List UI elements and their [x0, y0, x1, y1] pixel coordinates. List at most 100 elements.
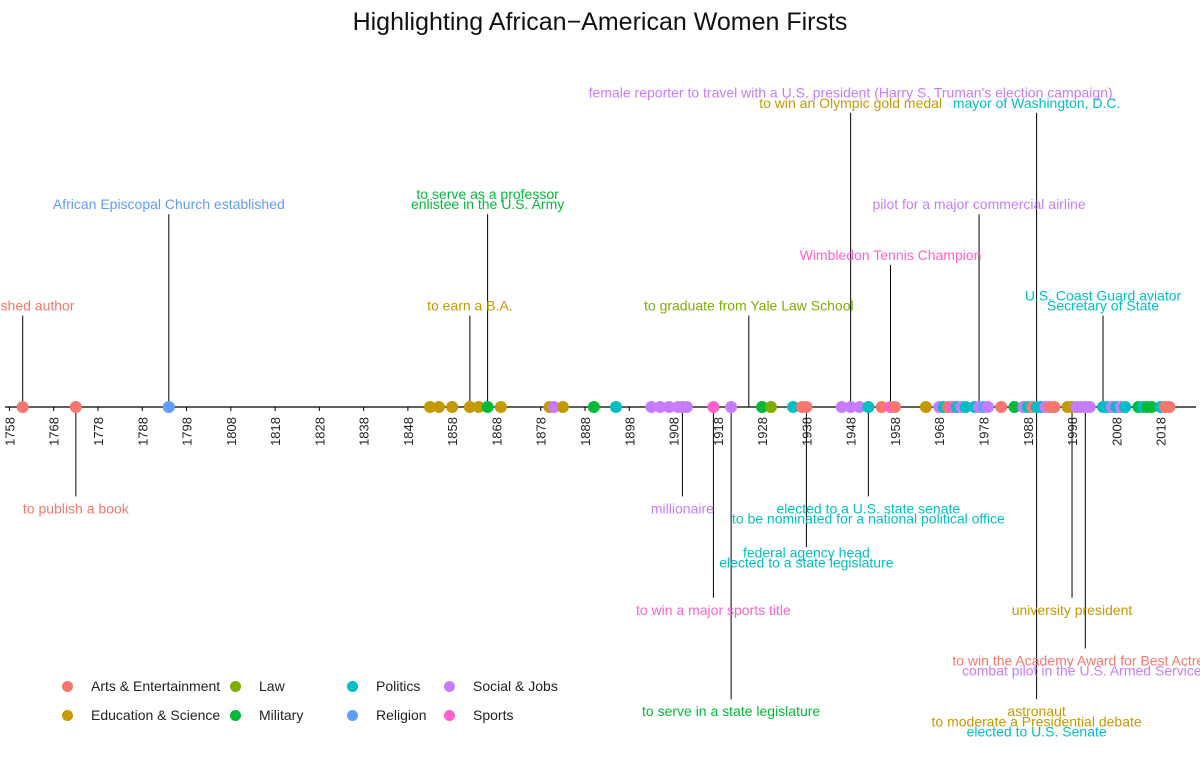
legend-label: Politics [376, 678, 421, 694]
tick-label: 1978 [976, 417, 991, 446]
tick-label: 1928 [755, 417, 770, 446]
tick-label: 1828 [312, 417, 327, 446]
legend-swatch [347, 680, 358, 692]
event-label: Secretary of State [1047, 298, 1159, 314]
event-point [1163, 401, 1176, 413]
event-point [446, 401, 459, 413]
event-label: federal agency head [743, 544, 870, 560]
event-point [472, 401, 485, 413]
tick-label: 1918 [711, 417, 726, 446]
event-point [587, 401, 600, 413]
event-point [463, 401, 476, 413]
tick-label: 1798 [180, 417, 195, 446]
event-label: to graduate from Yale Law School [644, 298, 854, 314]
legend-label: Social & Jobs [473, 678, 558, 694]
tick-label: 1888 [578, 417, 593, 446]
event-point [556, 401, 569, 413]
event-point [787, 401, 800, 413]
event-point [16, 401, 29, 413]
event-point [494, 401, 507, 413]
legend-swatch [444, 680, 455, 692]
tick-label: 1818 [268, 417, 283, 446]
labels-layer: published author to publish a book African… [0, 85, 1200, 740]
tick-label: 1878 [534, 417, 549, 446]
event-label: to win an Olympic gold medal [759, 95, 942, 111]
tick-label: 1908 [667, 417, 682, 446]
event-label: elected to a U.S. state senate [777, 500, 961, 516]
legend-item: Religion [347, 707, 427, 723]
tick-label: 1998 [1065, 417, 1080, 446]
event-label: to serve in a state legislature [642, 703, 820, 719]
points-layer [16, 401, 1176, 413]
event-point [725, 401, 738, 413]
event-point [764, 401, 777, 413]
tick-label: 1758 [2, 417, 17, 446]
legend-item: Law [230, 678, 285, 694]
event-point [844, 401, 857, 413]
legend-label: Sports [473, 707, 514, 723]
event-point [995, 401, 1008, 413]
event-point [1048, 401, 1061, 413]
event-point [645, 401, 658, 413]
legend: Arts & Entertainment Education & Science L… [62, 678, 582, 738]
legend-swatch [444, 709, 455, 721]
tick-label: 1858 [445, 417, 460, 446]
legend-swatch [62, 680, 73, 692]
event-point [1119, 401, 1132, 413]
event-point [888, 401, 901, 413]
legend-swatch [230, 680, 241, 692]
event-point [919, 401, 932, 413]
legend-label: Education & Science [91, 707, 221, 723]
event-label: to earn a B.A. [427, 298, 513, 314]
event-label: astronaut [1007, 703, 1065, 719]
legend-label: Religion [376, 707, 427, 723]
event-point [548, 401, 561, 413]
event-point [481, 401, 494, 413]
event-point [853, 401, 866, 413]
event-label: combat pilot in the U.S. Armed Services [962, 663, 1200, 679]
event-point [69, 401, 82, 413]
legend-item: Sports [444, 707, 513, 723]
stems-layer [22, 112, 1104, 700]
event-point [663, 401, 676, 413]
tick-label: 1988 [1021, 417, 1036, 446]
event-label: to serve as a professor [416, 186, 559, 202]
event-label: U.S. Coast Guard aviator [1025, 287, 1182, 303]
event-point [800, 401, 813, 413]
legend-label: Law [259, 678, 285, 694]
event-label: to win a major sports title [636, 602, 791, 618]
event-label: to publish a book [23, 500, 130, 516]
event-label: enlistee in the U.S. Army [411, 196, 564, 212]
tick-label: 1838 [357, 417, 372, 446]
event-label: to be nominated for a national political… [732, 511, 1005, 527]
event-point [835, 401, 848, 413]
legend-item: Arts & Entertainment [62, 678, 220, 694]
event-label: African Episcopal Church established [53, 196, 285, 212]
event-label: to win the Academy Award for Best Actres… [952, 653, 1200, 669]
legend-item: Social & Jobs [444, 678, 558, 694]
tick-label: 1868 [489, 417, 504, 446]
tick-label: 1848 [401, 417, 416, 446]
event-point [1083, 401, 1096, 413]
event-label: mayor of Washington, D.C. [953, 95, 1121, 111]
legend-label: Military [259, 707, 304, 723]
event-label: female reporter to travel with a U.S. pr… [589, 85, 1113, 101]
event-label: elected to a state legislature [719, 554, 894, 570]
tick-label: 2008 [1109, 417, 1124, 446]
event-point [654, 401, 667, 413]
legend-label: Arts & Entertainment [91, 678, 221, 694]
event-point [1008, 401, 1021, 413]
event-label: Wimbledon Tennis Champion [800, 247, 982, 263]
legend-swatch [62, 709, 73, 721]
timeline-axis: 1758 1768 1778 1788 1798 1808 1818 1828 1838 1848… [2, 406, 1196, 446]
legend-swatch [347, 709, 358, 721]
event-point [981, 401, 994, 413]
chart-title: Highlighting African−American Women Firs… [353, 8, 848, 36]
event-label: university president [1012, 602, 1133, 618]
legend-item: Education & Science [62, 707, 220, 723]
event-point [1145, 401, 1158, 413]
event-label: published author [0, 298, 75, 314]
event-label: millionaire [651, 500, 714, 516]
legend-item: Politics [347, 678, 420, 694]
